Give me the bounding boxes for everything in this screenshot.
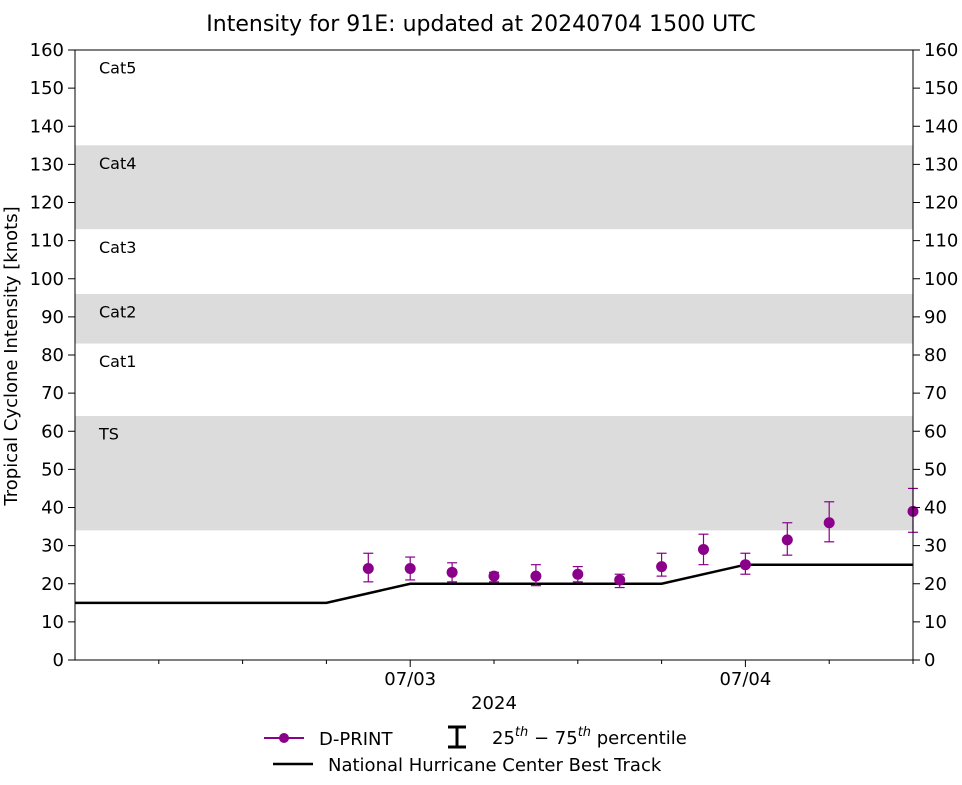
legend-percentile-dash: − 75 (528, 728, 577, 749)
dprint-point-group (614, 573, 626, 589)
band-label-cat5: Cat5 (99, 59, 136, 78)
dprint-point-group (781, 522, 793, 556)
x-axis-label: 2024 (471, 693, 517, 714)
y-tick-right-label: 140 (924, 116, 958, 137)
dprint-point-group (404, 556, 416, 581)
y-tick-right-label: 120 (924, 193, 958, 214)
dprint-point (446, 566, 458, 578)
legend-percentile-errorbar-icon (448, 725, 466, 749)
best-track-series (74, 563, 914, 605)
band-label-ts: TS (98, 425, 119, 444)
dprint-point (656, 561, 668, 573)
legend-percentile-sup1: th (515, 725, 528, 740)
band-cat4 (75, 145, 913, 230)
y-tick-left-label: 20 (41, 574, 64, 595)
legend-percentile-base: 25 (492, 728, 515, 749)
dprint-point-group (698, 533, 709, 566)
legend-dprint-label: D-PRINT (319, 729, 393, 750)
y-tick-right-label: 20 (924, 574, 947, 595)
y-tick-right-label: 60 (924, 421, 947, 442)
dprint-point-group (739, 552, 751, 575)
y-tick-right-label: 150 (924, 78, 958, 99)
y-axis-left: 0 10 20 30 40 50 60 70 80 90 100 110 120 130 140 150 160 (30, 40, 75, 671)
y-tick-left-label: 140 (30, 116, 64, 137)
y-tick-right-label: 0 (924, 650, 935, 671)
y-tick-right-label: 50 (924, 459, 947, 480)
x-axis: 07/03 07/04 (158, 660, 914, 690)
y-tick-left-label: 90 (41, 307, 64, 328)
dprint-point-group (656, 552, 668, 577)
y-tick-left-label: 50 (41, 459, 64, 480)
y-tick-right-label: 80 (924, 345, 947, 366)
category-bands (75, 145, 913, 531)
y-tick-left-label: 100 (30, 269, 64, 290)
y-tick-right-label: 160 (924, 40, 958, 61)
legend-percentile-label: 25th − 75th percentile (492, 725, 687, 749)
dprint-point-group (362, 552, 374, 583)
y-tick-right-label: 70 (924, 383, 947, 404)
y-tick-right-label: 90 (924, 307, 947, 328)
y-tick-left-label: 110 (30, 231, 64, 252)
dprint-point (823, 517, 835, 529)
band-label-cat4: Cat4 (99, 154, 136, 173)
dprint-point (362, 563, 374, 574)
y-tick-left-label: 60 (41, 421, 64, 442)
y-tick-left-label: 40 (41, 498, 64, 519)
plot-frame (74, 49, 914, 661)
dprint-point-group (488, 570, 500, 583)
legend-dprint-marker (279, 733, 289, 743)
y-tick-left-label: 80 (41, 345, 64, 366)
dprint-point (614, 574, 626, 586)
band-label-cat2: Cat2 (99, 303, 136, 322)
legend: D-PRINT 25th − 75th percentile National … (264, 725, 687, 776)
y-tick-left-label: 10 (41, 612, 64, 633)
y-tick-right-label: 40 (924, 498, 947, 519)
y-tick-left-label: 30 (41, 536, 64, 557)
y-tick-right-label: 30 (924, 536, 947, 557)
y-tick-left-label: 160 (30, 40, 64, 61)
y-tick-right-label: 100 (924, 269, 958, 290)
y-tick-left-label: 150 (30, 78, 64, 99)
dprint-point (572, 568, 584, 580)
dprint-point (781, 534, 793, 546)
dprint-point (488, 570, 500, 582)
legend-percentile-tail: percentile (591, 728, 687, 749)
band-ts (75, 416, 913, 531)
dprint-point (739, 559, 751, 571)
dprint-point-group (823, 501, 835, 543)
x-tick-label: 07/04 (719, 669, 771, 690)
y-tick-right-label: 10 (924, 612, 947, 633)
dprint-point (698, 543, 709, 555)
legend-besttrack-label: National Hurricane Center Best Track (328, 755, 662, 776)
dprint-point (404, 563, 416, 574)
y-tick-left-label: 0 (53, 650, 64, 671)
dprint-point-group (572, 565, 584, 583)
legend-percentile-sup2: th (578, 725, 591, 740)
band-label-cat1: Cat1 (99, 352, 136, 371)
y-tick-left-label: 70 (41, 383, 64, 404)
dprint-point-group (446, 562, 458, 583)
band-cat2 (75, 294, 913, 344)
chart-title: Intensity for 91E: updated at 20240704 1… (206, 12, 755, 37)
dprint-point (530, 570, 542, 582)
y-tick-right-label: 110 (924, 231, 958, 252)
y-axis-label: Tropical Cyclone Intensity [knots] (1, 206, 22, 506)
y-axis-right: 0 10 20 30 40 50 60 70 80 90 100 110 120 130 140 150 160 (913, 40, 958, 671)
x-tick-label: 07/03 (384, 669, 436, 690)
dprint-series (362, 487, 919, 589)
y-tick-left-label: 120 (30, 193, 64, 214)
dprint-point-group (530, 564, 542, 587)
y-tick-right-label: 130 (924, 154, 958, 175)
band-label-cat3: Cat3 (99, 238, 136, 257)
y-tick-left-label: 130 (30, 154, 64, 175)
category-band-labels: TS Cat1 Cat2 Cat3 Cat4 Cat5 (98, 59, 136, 444)
